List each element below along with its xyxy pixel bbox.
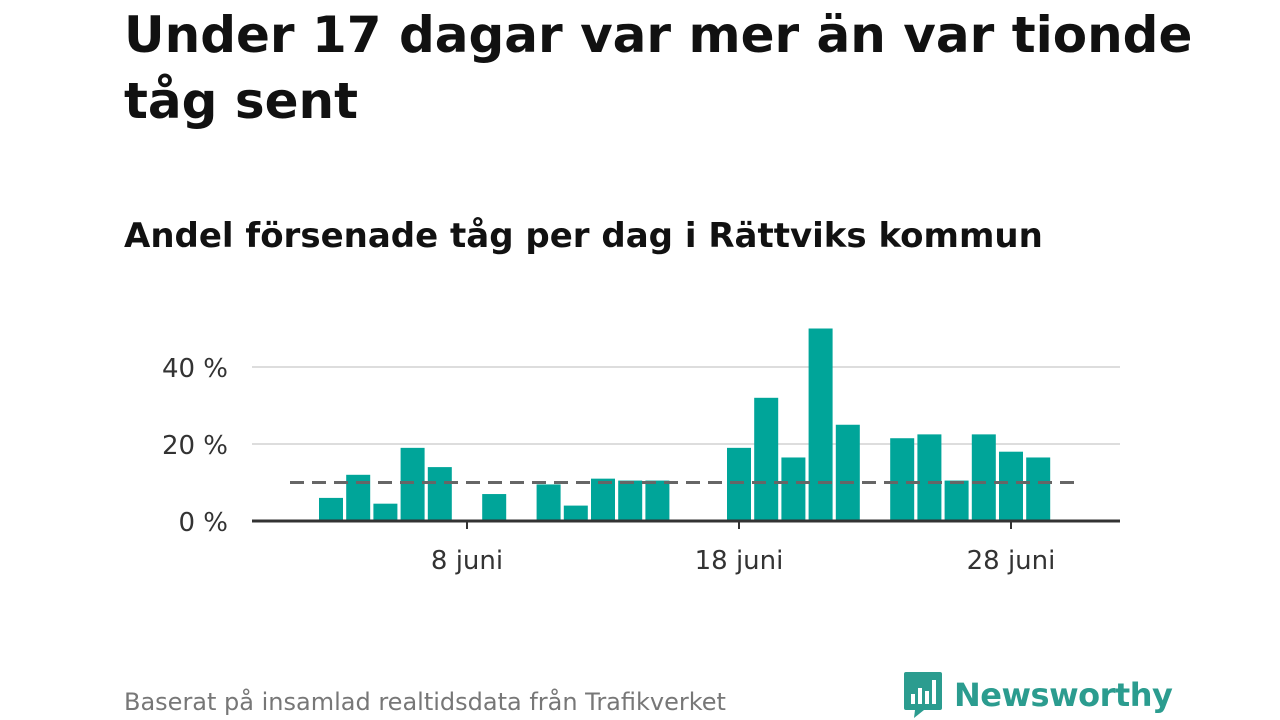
bar [808,328,833,521]
bar [427,467,452,521]
bar [781,457,806,521]
newsworthy-logo-icon [904,672,942,718]
chart-title: Under 17 dagar var mer än var tionde tåg… [124,6,1193,130]
gridlines [252,366,1120,445]
bar [944,480,969,521]
bar [890,438,915,521]
bar [1026,457,1051,521]
brand-name: Newsworthy [954,676,1173,714]
chart-subtitle: Andel försenade tåg per dag i Rättviks k… [124,216,1043,256]
bar [971,434,996,521]
y-tick-label: 0 % [178,508,228,538]
x-tick-label: 18 juni [695,546,784,576]
bar [645,480,670,521]
bar [727,447,751,521]
bar [482,494,507,521]
bar [917,434,942,521]
y-tick-label: 40 % [162,354,228,384]
bar [618,480,643,521]
x-tick-label: 8 juni [431,546,503,576]
bar [319,497,343,521]
bar [999,451,1023,521]
bar [400,447,425,521]
bar [373,503,398,521]
bar [835,424,860,521]
brand-logo[interactable]: Newsworthy [902,670,1173,720]
bar [536,484,561,521]
x-tick-label: 28 juni [967,546,1056,576]
source-note: Baserat på insamlad realtidsdata från Tr… [124,688,726,716]
axes: 0 % 20 % 40 % 8 juni 18 juni 28 juni [162,354,1120,576]
bars [319,328,1051,521]
y-tick-label: 20 % [162,431,228,461]
bar [563,505,588,521]
bar [591,478,615,521]
bar [754,397,779,521]
